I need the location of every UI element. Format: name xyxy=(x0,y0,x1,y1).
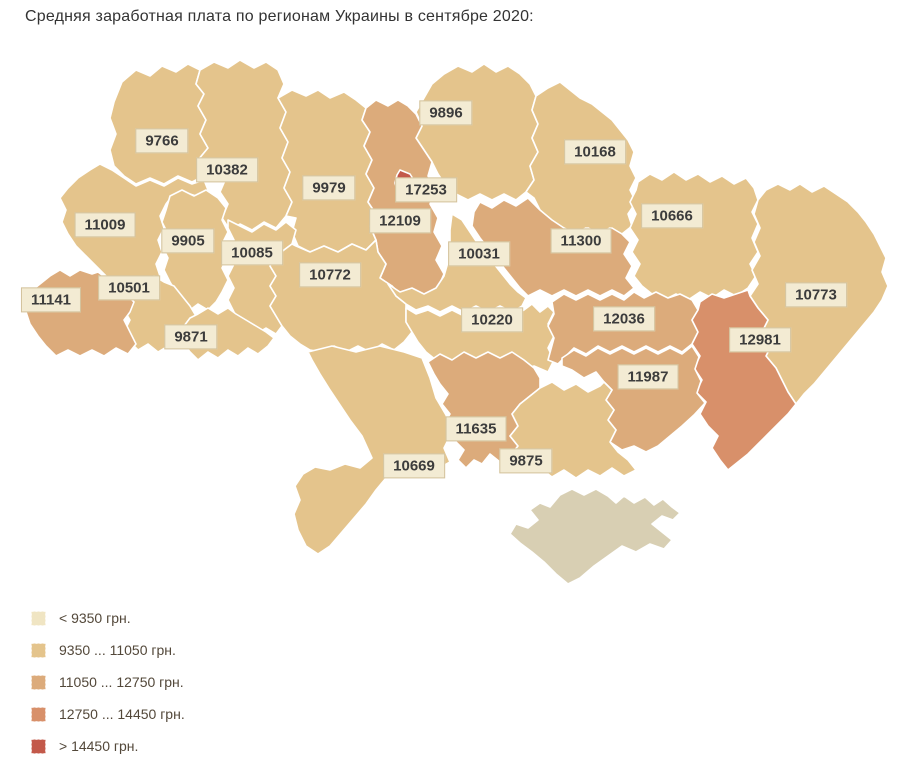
region-label-zhytomyr: 9979 xyxy=(302,175,356,201)
legend-swatch-icon xyxy=(31,706,46,722)
region-volyn xyxy=(109,63,209,185)
region-label-kirovohrad: 10220 xyxy=(461,307,523,333)
region-label-dnipropetrovsk: 12036 xyxy=(593,306,655,332)
region-label-kyiv-city: 17253 xyxy=(395,177,457,203)
region-label-rivne: 10382 xyxy=(196,157,258,183)
region-label-khmelnytskyi: 10085 xyxy=(221,240,283,266)
legend-swatch-icon xyxy=(31,642,46,658)
region-label-kherson: 9875 xyxy=(499,448,553,474)
page-title: Средняя заработная плата по регионам Укр… xyxy=(25,8,534,25)
legend-label: 11050 ... 12750 грн. xyxy=(59,674,184,690)
region-label-lviv: 11009 xyxy=(74,212,136,238)
legend-swatch-icon xyxy=(31,674,46,690)
region-label-kharkiv: 10666 xyxy=(641,203,703,229)
legend: < 9350 грн. 9350 ... 11050 грн. 11050 ..… xyxy=(31,610,185,754)
region-label-donetsk: 12981 xyxy=(729,327,791,353)
region-label-mykolaiv: 11635 xyxy=(445,416,507,442)
region-label-volyn: 9766 xyxy=(135,128,189,154)
region-label-zaporizhzhia: 11987 xyxy=(617,364,679,390)
legend-label: < 9350 грн. xyxy=(59,610,131,626)
region-label-odesa: 10669 xyxy=(383,453,445,479)
legend-label: 9350 ... 11050 грн. xyxy=(59,642,176,658)
region-label-ivano-frankivsk: 10501 xyxy=(98,275,160,301)
legend-label: 12750 ... 14450 грн. xyxy=(59,706,185,722)
legend-label: > 14450 грн. xyxy=(59,738,139,754)
legend-item: 9350 ... 11050 грн. xyxy=(31,642,185,658)
region-label-zakarpattia: 11141 xyxy=(20,287,82,313)
region-odesa xyxy=(293,345,453,555)
region-crimea xyxy=(509,488,681,585)
region-label-chernivtsi: 9871 xyxy=(164,324,218,350)
region-kharkiv xyxy=(629,171,759,301)
region-label-cherkasy: 10031 xyxy=(448,241,510,267)
region-label-ternopil: 9905 xyxy=(161,228,215,254)
region-label-luhansk: 10773 xyxy=(785,282,847,308)
legend-swatch-icon xyxy=(31,610,46,626)
region-rivne xyxy=(195,59,293,231)
region-label-kyiv-oblast: 12109 xyxy=(369,208,431,234)
legend-item: < 9350 грн. xyxy=(31,610,185,626)
legend-item: 11050 ... 12750 грн. xyxy=(31,674,185,690)
region-label-vinnytsia: 10772 xyxy=(299,262,361,288)
legend-item: > 14450 грн. xyxy=(31,738,185,754)
region-label-chernihiv: 9896 xyxy=(419,100,473,126)
legend-item: 12750 ... 14450 грн. xyxy=(31,706,185,722)
legend-swatch-icon xyxy=(31,738,46,754)
region-label-sumy: 10168 xyxy=(564,139,626,165)
region-label-poltava: 11300 xyxy=(550,228,612,254)
